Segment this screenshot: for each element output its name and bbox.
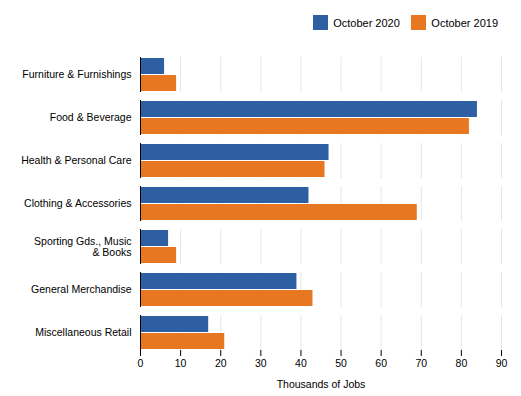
svg-text:Health & Personal Care: Health & Personal Care [21,154,131,166]
html-text:October 2019: October 2019 [431,16,498,29]
svg-text:Furniture & Furnishings: Furniture & Furnishings [22,68,131,80]
svg-text:0: 0 [138,356,144,368]
svg-text:20: 20 [215,356,227,368]
svg-text:Food & Beverage: Food & Beverage [50,111,132,123]
svg-text:Miscellaneous Retail: Miscellaneous Retail [35,326,131,338]
svg-text:80: 80 [456,356,468,368]
svg-text:30: 30 [255,356,267,368]
svg-text:Thousands of Jobs: Thousands of Jobs [277,377,366,389]
svg-text:70: 70 [415,356,427,368]
svg-text:60: 60 [375,356,387,368]
svg-text:10: 10 [175,356,187,368]
svg-text:General Merchandise: General Merchandise [31,283,132,295]
html-text:October 2020: October 2020 [333,16,400,29]
svg-text:50: 50 [335,356,347,368]
svg-text:90: 90 [496,356,508,368]
svg-text:Sporting Gds., Music& Books: Sporting Gds., Music& Books [34,235,131,257]
svg-text:Clothing & Accessories: Clothing & Accessories [24,197,131,209]
svg-text:40: 40 [295,356,307,368]
